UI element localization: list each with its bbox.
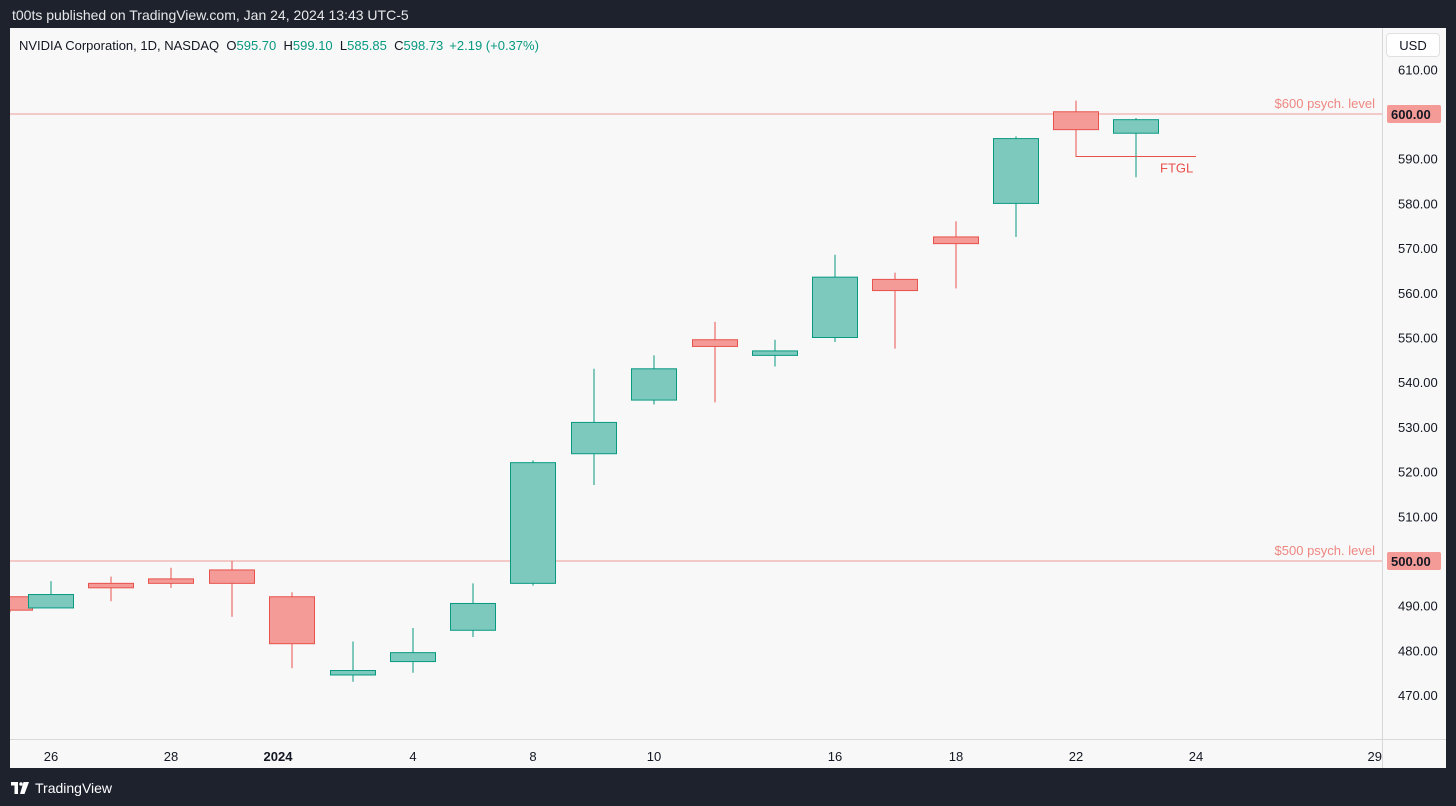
candle[interactable] <box>269 592 315 669</box>
tradingview-brand[interactable]: TradingView <box>11 780 112 796</box>
candle-body <box>269 596 315 645</box>
level-axis-label-1: 500.00 <box>1391 554 1431 569</box>
candle-body <box>993 138 1039 204</box>
candle-body <box>933 236 979 245</box>
time-axis-border <box>10 739 1446 740</box>
x-tick-label-0: 26 <box>44 749 58 764</box>
y-tick-label-8: 550.00 <box>1398 331 1438 346</box>
open-value: 595.70 <box>236 38 277 53</box>
candle[interactable] <box>209 561 255 617</box>
x-tick-label-8: 22 <box>1069 749 1083 764</box>
candle-body <box>450 602 496 631</box>
y-tick-label-5: 520.00 <box>1398 465 1438 480</box>
symbol-legend: NVIDIA Corporation, 1D, NASDAQ O595.70 H… <box>19 38 539 53</box>
candle-body <box>330 670 376 676</box>
candle-body <box>631 368 677 401</box>
close-label: C <box>394 38 404 53</box>
candle-body <box>28 594 74 609</box>
symbol-name: NVIDIA Corporation, 1D, NASDAQ <box>19 38 220 53</box>
x-tick-label-4: 8 <box>529 749 536 764</box>
y-tick-label-4: 510.00 <box>1398 509 1438 524</box>
ftgl-label: FTGL <box>1160 160 1193 175</box>
candle[interactable] <box>571 368 617 486</box>
candle[interactable] <box>330 641 376 682</box>
candle[interactable] <box>1053 100 1099 157</box>
candle-body <box>872 278 918 292</box>
price-axis-border <box>1382 28 1383 768</box>
y-tick-label-12: 590.00 <box>1398 152 1438 167</box>
chart-frame[interactable]: $600 psych. level $500 psych. level 470.00… <box>10 28 1446 768</box>
x-tick-label-9: 24 <box>1189 749 1203 764</box>
candle[interactable] <box>1113 118 1159 178</box>
x-tick-label-7: 18 <box>949 749 963 764</box>
ftgl-line[interactable] <box>1075 154 1196 157</box>
level-axis-label-0: 600.00 <box>1391 107 1431 122</box>
candle-body <box>88 582 134 589</box>
candlestick-chart[interactable]: $600 psych. level $500 psych. level 470.00… <box>10 28 1446 768</box>
open-label: O <box>226 38 237 53</box>
close-value: 598.73 <box>403 38 444 53</box>
level-label-1: $500 psych. level <box>1275 543 1376 558</box>
candle-body <box>752 350 798 356</box>
y-tick-label-14: 610.00 <box>1398 62 1438 77</box>
candle-body <box>1053 111 1099 131</box>
level-axis-badge-1 <box>1387 552 1441 570</box>
candle[interactable] <box>872 272 918 349</box>
currency-button[interactable]: USD <box>1386 33 1440 57</box>
candle[interactable] <box>28 581 74 609</box>
candle[interactable] <box>812 254 858 342</box>
y-tick-label-1: 480.00 <box>1398 643 1438 658</box>
x-tick-label-5: 10 <box>647 749 661 764</box>
level-axis-badge-0 <box>1387 105 1441 123</box>
candle-body <box>571 421 617 455</box>
candle-body <box>390 652 436 663</box>
low-value: 585.85 <box>347 38 387 53</box>
y-tick-label-7: 540.00 <box>1398 375 1438 390</box>
publish-header: t00ts published on TradingView.com, Jan … <box>0 0 1456 28</box>
x-tick-label-1: 28 <box>164 749 178 764</box>
low-label: L <box>339 38 348 53</box>
y-tick-label-6: 530.00 <box>1398 420 1438 435</box>
x-tick-label-3: 4 <box>409 749 416 764</box>
candle-body <box>812 276 858 338</box>
candle-body <box>148 578 194 584</box>
candle[interactable] <box>510 460 556 586</box>
brand-text: TradingView <box>35 780 113 796</box>
x-tick-label-10: 29 <box>1368 749 1382 764</box>
y-tick-label-2: 490.00 <box>1398 599 1438 614</box>
high-value: 599.10 <box>292 38 333 53</box>
y-tick-label-9: 560.00 <box>1398 286 1438 301</box>
candle-body <box>1113 119 1159 134</box>
candle-body <box>209 569 255 584</box>
candle-body <box>692 339 738 347</box>
candle[interactable] <box>88 576 134 602</box>
publish-text: t00ts published on TradingView.com, Jan … <box>12 7 409 23</box>
candle[interactable] <box>148 567 194 588</box>
footer-bar: TradingView <box>0 768 1456 806</box>
candle[interactable] <box>993 136 1039 237</box>
high-label: H <box>283 38 293 53</box>
candle-body <box>510 462 556 584</box>
candle[interactable] <box>631 355 677 405</box>
candle[interactable] <box>933 221 979 289</box>
x-tick-label-6: 16 <box>828 749 842 764</box>
y-tick-label-11: 580.00 <box>1398 196 1438 211</box>
change-value: +2.19 (+0.37%) <box>449 38 539 53</box>
candle[interactable] <box>390 628 436 673</box>
y-tick-label-10: 570.00 <box>1398 241 1438 256</box>
y-tick-label-0: 470.00 <box>1398 688 1438 703</box>
candle[interactable] <box>752 339 798 367</box>
tradingview-logo-icon <box>11 782 29 794</box>
candle[interactable] <box>692 321 738 403</box>
level-label-0: $600 psych. level <box>1275 96 1376 111</box>
candle[interactable] <box>450 583 496 637</box>
x-tick-label-2: 2024 <box>264 749 294 764</box>
